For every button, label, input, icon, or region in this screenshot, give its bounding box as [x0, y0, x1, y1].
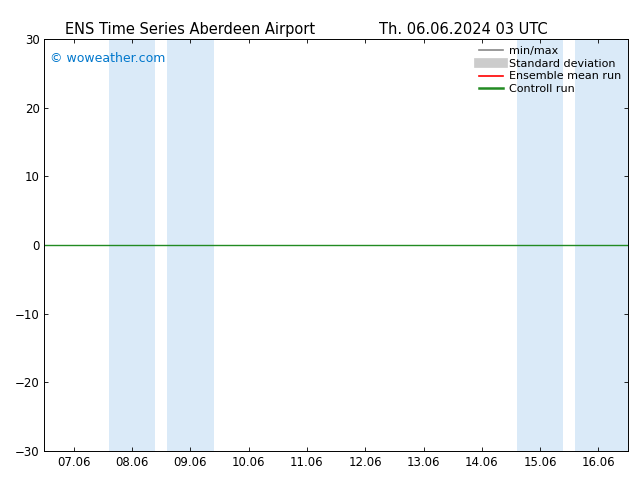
Text: ENS Time Series Aberdeen Airport: ENS Time Series Aberdeen Airport	[65, 22, 315, 37]
Text: Th. 06.06.2024 03 UTC: Th. 06.06.2024 03 UTC	[378, 22, 547, 37]
Bar	[167, 39, 214, 451]
Legend: min/max, Standard deviation, Ensemble mean run, Controll run: min/max, Standard deviation, Ensemble me…	[474, 42, 625, 98]
Bar	[575, 39, 628, 451]
Bar	[108, 39, 155, 451]
Bar	[517, 39, 564, 451]
Text: © woweather.com: © woweather.com	[50, 51, 165, 65]
